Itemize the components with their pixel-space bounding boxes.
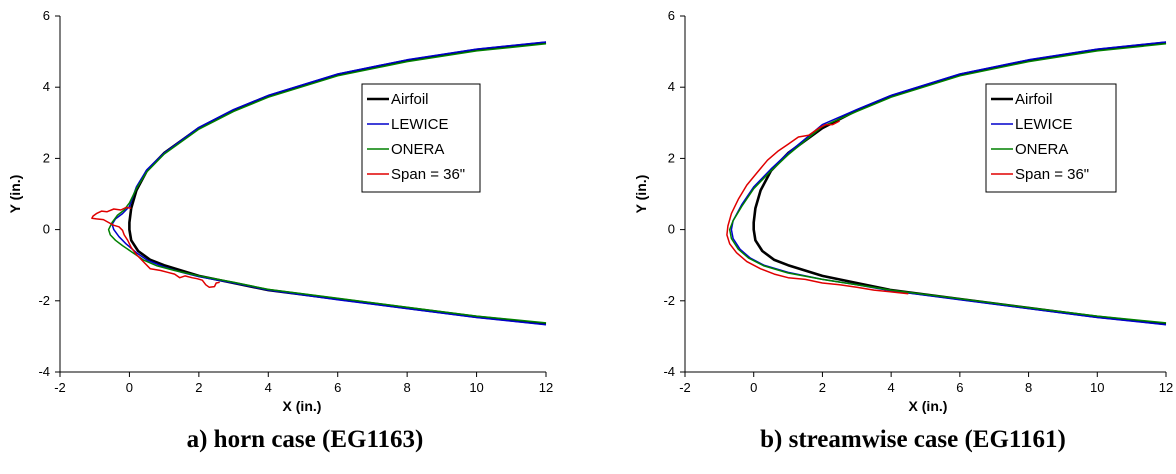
y-tick-label: 2: [668, 150, 675, 165]
x-tick-label: 12: [1159, 380, 1173, 395]
legend-label: Span = 36": [391, 166, 465, 183]
legend-label: LEWICE: [391, 116, 449, 133]
x-tick-label: 2: [195, 380, 202, 395]
legend-label: LEWICE: [1015, 116, 1073, 133]
x-tick-label: 8: [1025, 380, 1032, 395]
y-tick-label: 6: [43, 8, 50, 23]
x-tick-label: 10: [469, 380, 483, 395]
chart-panel-1: -2 0 2 4 6 8 10 12 -4 -2 0 2 4 6 X (in.) Y (in.) Airfoil…: [7, 8, 553, 453]
x-tick-label: 6: [334, 380, 341, 395]
x-tick-label: -2: [679, 380, 691, 395]
chart-caption: b) streamwise case (EG1161): [760, 426, 1066, 453]
x-tick-label: -2: [54, 380, 66, 395]
y-tick-label: -4: [38, 364, 50, 379]
legend-label: Airfoil: [391, 91, 429, 108]
series-line-lewice: [111, 41, 547, 326]
x-tick-label: 0: [126, 380, 133, 395]
legend-label: Span = 36": [1015, 166, 1089, 183]
x-tick-label: 8: [404, 380, 411, 395]
series-line-span-36: [726, 120, 909, 295]
series-line-span-36: [91, 206, 220, 289]
y-tick-label: 2: [43, 150, 50, 165]
x-axis-label: X (in.): [909, 398, 948, 414]
legend-label: Airfoil: [1015, 91, 1053, 108]
x-tick-label: 4: [888, 380, 895, 395]
x-tick-label: 6: [956, 380, 963, 395]
y-tick-label: 0: [668, 222, 675, 237]
legend: Airfoil LEWICE ONERA Span = 36": [361, 83, 481, 193]
series-line-onera: [728, 43, 1167, 324]
series-line-airfoil: [128, 41, 547, 326]
x-tick-label: 0: [750, 380, 757, 395]
x-tick-label: 12: [539, 380, 553, 395]
y-axis-label: Y (in.): [7, 175, 23, 214]
y-tick-label: -2: [38, 293, 50, 308]
chart-panel-2: -2 0 2 4 6 8 10 12 -4 -2 0 2 4 6 X (in.) Y (in.) Airfoil…: [633, 8, 1173, 453]
x-axis-label: X (in.): [283, 398, 322, 414]
legend-label: ONERA: [391, 141, 444, 158]
legend: Airfoil LEWICE ONERA Span = 36": [985, 83, 1117, 193]
series-line-onera: [107, 43, 547, 324]
x-tick-label: 4: [265, 380, 272, 395]
legend-label: ONERA: [1015, 141, 1068, 158]
x-tick-label: 10: [1090, 380, 1104, 395]
y-tick-label: 4: [668, 79, 675, 94]
y-axis-label: Y (in.): [633, 175, 649, 214]
y-tick-label: -4: [663, 364, 675, 379]
y-tick-label: -2: [663, 293, 675, 308]
y-tick-label: 4: [43, 79, 50, 94]
chart-caption: a) horn case (EG1163): [187, 426, 424, 453]
y-tick-label: 0: [43, 222, 50, 237]
x-tick-label: 2: [819, 380, 826, 395]
y-tick-label: 6: [668, 8, 675, 23]
